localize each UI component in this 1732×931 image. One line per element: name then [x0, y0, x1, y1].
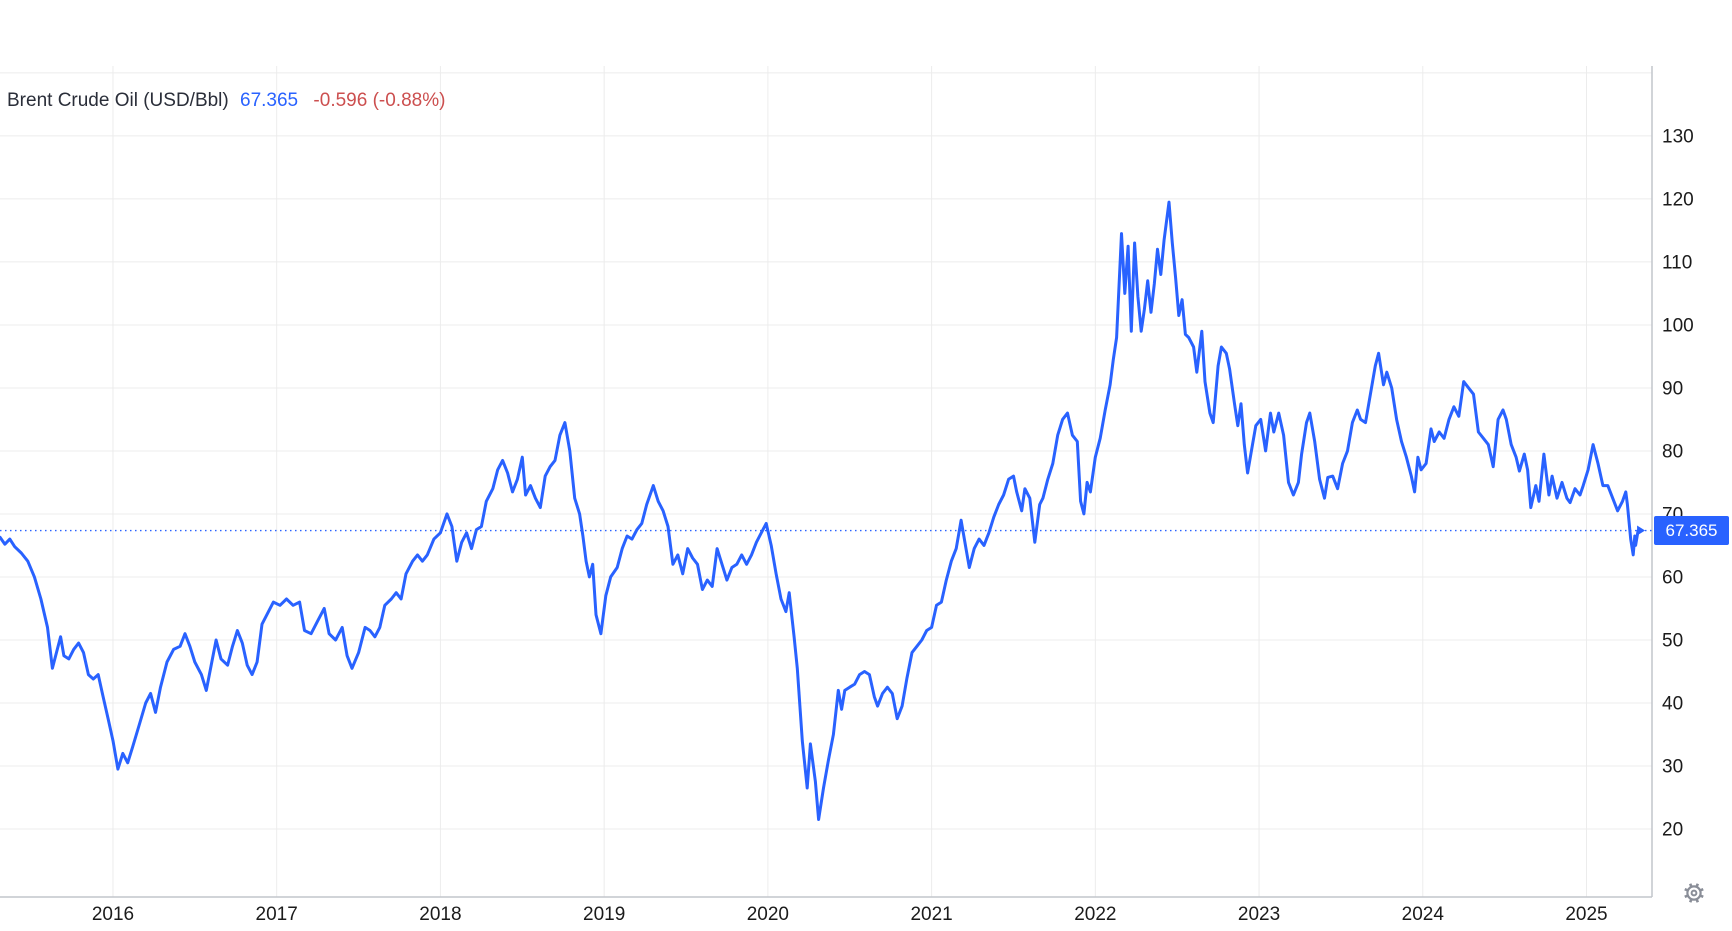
price-line	[0, 200, 1640, 821]
last-price-value: 67.365	[240, 90, 299, 111]
symbol-legend: Brent Crude Oil (USD/Bbl) 67.365 -0.596 …	[7, 90, 445, 112]
y-tick-label: 60	[1662, 567, 1683, 588]
y-tick-label: 40	[1662, 693, 1683, 714]
x-tick-label: 2017	[256, 904, 298, 925]
price-line-series	[0, 200, 1646, 821]
time-axis[interactable]: 2016 2017 2018 2019 2020 2021 2022 2023 2024 2025	[92, 904, 1608, 925]
y-tick-label: 120	[1662, 189, 1694, 210]
settings-button[interactable]	[1678, 877, 1710, 909]
y-tick-label: 110	[1662, 252, 1692, 273]
price-flag-value: 67.365	[1665, 520, 1718, 540]
x-tick-label: 2016	[92, 904, 134, 925]
x-tick-label: 2020	[747, 904, 789, 925]
x-tick-label: 2024	[1402, 904, 1445, 925]
symbol-title: Brent Crude Oil (USD/Bbl)	[7, 90, 229, 111]
grid-lines	[0, 66, 1652, 897]
gear-icon	[1684, 883, 1704, 903]
x-tick-label: 2021	[910, 904, 952, 925]
price-change: -0.596 (-0.88%)	[313, 90, 446, 111]
axis-lines	[0, 66, 1653, 898]
price-axis-flag: 67.365	[1654, 516, 1729, 546]
y-tick-label: 80	[1662, 441, 1683, 462]
x-tick-label: 2023	[1238, 904, 1280, 925]
y-tick-label: 90	[1662, 378, 1683, 399]
y-tick-label: 100	[1662, 315, 1694, 336]
y-tick-label: 130	[1662, 126, 1694, 147]
x-tick-label: 2022	[1074, 904, 1116, 925]
x-tick-label: 2018	[419, 904, 461, 925]
x-tick-label: 2019	[583, 904, 625, 925]
y-tick-label: 20	[1662, 819, 1683, 840]
x-tick-label: 2025	[1565, 904, 1607, 925]
y-tick-label: 30	[1662, 756, 1683, 777]
y-tick-label: 50	[1662, 630, 1683, 651]
